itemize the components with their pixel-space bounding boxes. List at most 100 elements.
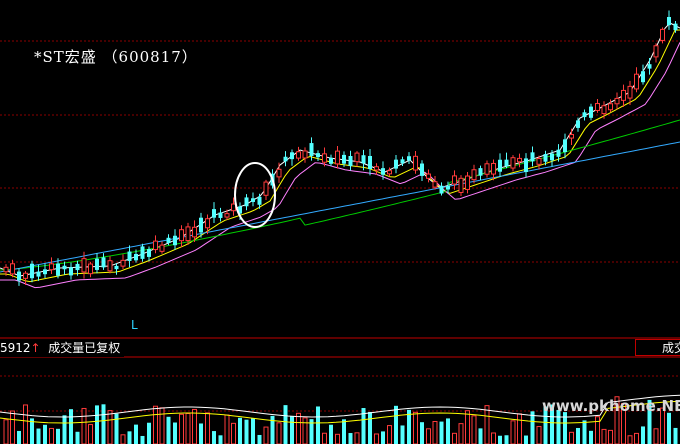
volume-bar: [192, 408, 197, 444]
candle-body: [218, 212, 223, 218]
volume-bar: [231, 422, 236, 444]
candle-body: [244, 197, 249, 207]
volume-bar: [407, 409, 411, 444]
candle-body: [153, 240, 158, 251]
volume-bar: [205, 412, 210, 444]
candle-body: [647, 64, 652, 69]
candle-body: [17, 271, 21, 281]
volume-bar: [3, 419, 9, 444]
volume-bar: [563, 412, 567, 444]
volume-bar: [361, 408, 366, 444]
candle-body: [556, 149, 561, 157]
volume-bar: [69, 409, 73, 444]
candle-body: [166, 237, 171, 244]
candle-body: [608, 103, 613, 111]
volume-bar: [510, 420, 516, 444]
volume-bar: [127, 431, 132, 444]
volume-bar: [107, 410, 113, 444]
candle-body: [361, 155, 366, 164]
candle-body: [179, 229, 184, 242]
volume-bar: [316, 406, 320, 444]
low-marker: L: [131, 318, 138, 332]
candle-body: [147, 249, 151, 257]
stock-title: *ST宏盛 （600817）: [34, 48, 198, 66]
volume-bar: [653, 428, 659, 444]
volume-bars: [3, 396, 678, 444]
candle-body: [543, 154, 548, 162]
candle-body: [185, 226, 191, 242]
volume-bar: [342, 419, 346, 444]
candle-body: [30, 263, 34, 279]
candle-body: [660, 28, 665, 41]
candle-body: [231, 203, 236, 212]
volume-bar: [400, 425, 405, 444]
volume-bar: [290, 416, 294, 444]
candle-body: [517, 157, 522, 163]
volume-bar: [589, 430, 593, 444]
candle-body: [309, 143, 314, 156]
volume-bar: [381, 431, 385, 444]
volume-bar: [309, 419, 314, 444]
up-arrow-icon: ↑: [30, 341, 41, 355]
volume-bar: [432, 420, 438, 444]
candle-body: [446, 186, 450, 190]
candle-body: [224, 213, 230, 218]
candle-body: [576, 120, 580, 128]
volume-bar: [62, 415, 67, 444]
volume-bar: [147, 422, 151, 444]
candle-body: [101, 257, 106, 268]
candle-body: [342, 154, 346, 164]
candle-body: [627, 85, 633, 99]
candle-body: [88, 263, 93, 275]
volume-panel-label: 5912↑ 成交量已复权: [0, 339, 125, 357]
candle-body: [601, 105, 607, 115]
candle-body: [458, 177, 464, 193]
volume-bar: [550, 404, 554, 444]
candle-body: [426, 173, 431, 179]
volume-bar: [36, 428, 41, 444]
candle-body: [199, 217, 203, 233]
volume-bar: [159, 407, 165, 444]
volume-bar: [446, 418, 450, 444]
candle-body: [43, 269, 47, 275]
candle-body: [413, 155, 418, 171]
candle-body: [550, 153, 554, 161]
volume-bar: [302, 417, 308, 444]
volume-bar: [335, 433, 340, 444]
volume-ma-line: [0, 394, 680, 418]
volume-bar: [465, 410, 470, 444]
candle-body: [69, 267, 73, 276]
volume-bar: [634, 432, 639, 444]
volume-bar: [556, 409, 561, 444]
candle-body: [420, 163, 424, 176]
volume-bar: [134, 424, 138, 444]
candle-body: [400, 159, 405, 164]
candle-body: [621, 89, 626, 101]
volume-bar: [458, 423, 464, 444]
candle-body: [173, 235, 177, 246]
candle-body: [595, 103, 600, 111]
candle-body: [491, 162, 496, 175]
candle-body: [432, 181, 438, 188]
ma-line: [0, 42, 680, 289]
candle-body: [452, 175, 457, 185]
volume-bar: [530, 411, 535, 444]
candle-body: [107, 260, 113, 272]
candle-body: [120, 259, 126, 267]
volume-ma-lines: [0, 394, 680, 424]
volume-bar: [56, 428, 60, 444]
candle-body: [673, 23, 678, 31]
candle-body: [263, 181, 269, 196]
candle-body: [394, 159, 398, 169]
volume-bar: [471, 415, 477, 444]
candle-body: [95, 258, 99, 270]
candle-body: [251, 198, 255, 202]
volume-bar: [173, 422, 177, 444]
volume-bar: [218, 435, 223, 444]
volume-bar: [263, 426, 269, 444]
volume-bar: [595, 416, 600, 444]
volume-bar: [224, 414, 230, 444]
candle-body: [283, 156, 288, 162]
candle-body: [134, 253, 138, 261]
